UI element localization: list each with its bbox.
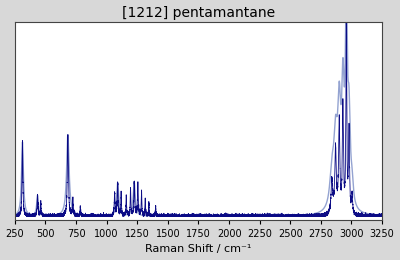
X-axis label: Raman Shift / cm⁻¹: Raman Shift / cm⁻¹ [145, 244, 252, 255]
Title: [1212] pentamantane: [1212] pentamantane [122, 5, 275, 19]
